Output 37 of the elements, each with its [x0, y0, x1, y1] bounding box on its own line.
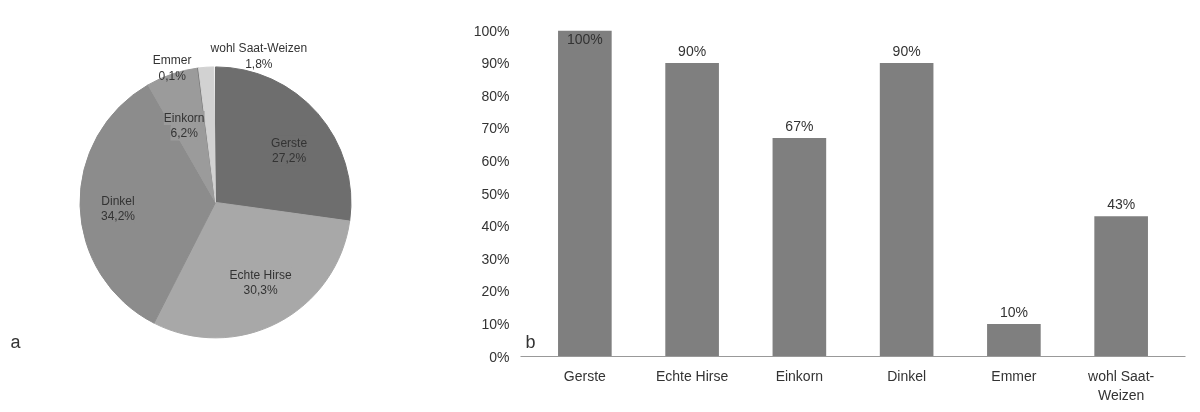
x-tick-label: Einkorn	[775, 367, 824, 384]
x-tick-label: wohl Saat-Weizen	[1087, 367, 1155, 403]
x-tick-label: Gerste	[563, 367, 607, 384]
data-label: 100%	[566, 30, 603, 47]
annotation: b	[525, 331, 536, 352]
y-tick-label: 30%	[481, 250, 510, 267]
data-label: 30,3%	[243, 282, 278, 297]
slice-label: Gerste	[271, 135, 308, 150]
slice-label: Einkorn	[163, 111, 205, 125]
y-tick-label: 50%	[481, 185, 510, 202]
data-label: 67%	[785, 118, 814, 135]
slice-label: wohl Saat-Weizen	[209, 41, 308, 56]
data-label: 0,1%	[158, 68, 187, 83]
data-label: 90%	[678, 43, 707, 60]
data-label: 10%	[999, 303, 1028, 320]
x-tick-label: Dinkel	[887, 367, 927, 384]
data-label: 90%	[892, 43, 921, 60]
y-tick-label: 20%	[481, 283, 510, 300]
slice-label: Dinkel	[101, 193, 135, 208]
y-tick-label: 80%	[481, 87, 510, 104]
slice-label: Echte Hirse	[229, 267, 292, 282]
y-tick-label: 40%	[481, 218, 510, 235]
data-label: 27,2%	[272, 151, 307, 166]
data-label: 6,2%	[170, 126, 199, 141]
data-label: 34,2%	[100, 209, 136, 224]
x-tick-label: Echte Hirse	[655, 367, 729, 384]
y-tick-label: 0%	[489, 348, 510, 365]
y-tick-label: 60%	[481, 152, 510, 169]
y-tick-label: 70%	[481, 120, 510, 137]
text: a	[10, 331, 22, 352]
data-label: 1,8%	[245, 56, 273, 71]
slice-label: Emmer	[152, 53, 192, 68]
y-tick-label: 10%	[481, 315, 510, 332]
data-label: 43%	[1107, 196, 1136, 213]
y-tick-label: 100%	[473, 22, 510, 39]
y-tick-label: 90%	[481, 55, 510, 72]
x-tick-label: Emmer	[991, 367, 1037, 384]
